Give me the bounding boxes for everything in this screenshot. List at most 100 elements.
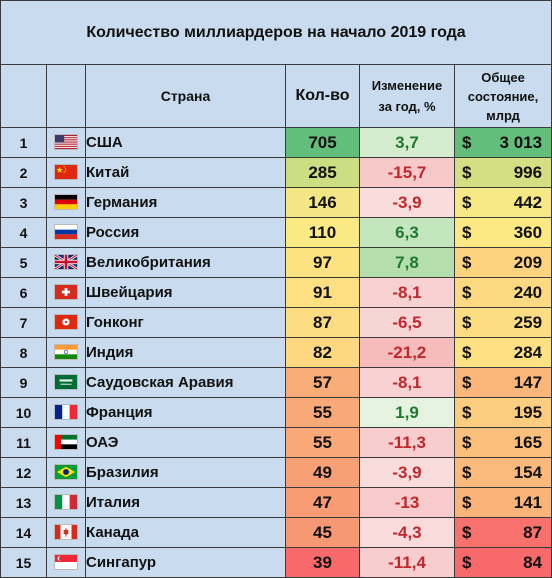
currency-symbol: $ [462,312,472,332]
change-cell: 6,3 [359,217,455,248]
table-row: 11 ОАЭ 55 -11,3 $165 [0,427,552,458]
singapore-flag-icon [54,554,78,571]
country-cell: Франция [85,397,286,428]
brazil-flag-icon [54,464,78,481]
wealth-amount: 442 [513,192,543,212]
header-change-line2: за год, % [378,99,436,114]
count-cell: 57 [285,367,360,398]
wealth-value: $147 [456,372,551,393]
flag-cell [46,547,86,578]
count-cell: 110 [285,217,360,248]
rank-cell: 14 [0,517,47,548]
count-cell: 49 [285,457,360,488]
currency-symbol: $ [462,492,472,512]
wealth-cell: $154 [453,457,552,488]
header-change: Изменение за год, % [359,64,455,128]
flag-cell [46,337,86,368]
flag-cell [46,427,86,458]
flag-cell [46,277,86,308]
header-change-line1: Изменение [371,78,443,93]
change-cell: -15,7 [359,157,455,188]
rank-cell: 6 [0,277,47,308]
wealth-value: $84 [456,552,551,573]
header-country: Страна [85,64,286,128]
wealth-value: $442 [456,192,551,213]
wealth-amount: 154 [513,462,543,482]
header-count: Кол-во [285,64,360,128]
table-row: 9 Саудовская Аравия 57 -8,1 $147 [0,367,552,398]
country-cell: Бразилия [85,457,286,488]
rank-cell: 7 [0,307,47,338]
count-cell: 55 [285,427,360,458]
flag-cell [46,457,86,488]
wealth-cell: $259 [453,307,552,338]
table-row: 15 Сингапур 39 -11,4 $84 [0,547,552,578]
change-cell: -8,1 [359,367,455,398]
currency-symbol: $ [462,372,472,392]
flag-cell [46,397,86,428]
china-flag-icon [54,164,78,181]
wealth-amount: 3 013 [499,132,543,152]
count-cell: 705 [285,127,360,158]
rank-cell: 4 [0,217,47,248]
wealth-cell: $195 [453,397,552,428]
flag-cell [46,307,86,338]
count-cell: 91 [285,277,360,308]
rank-cell: 3 [0,187,47,218]
saudi-flag-icon [54,374,78,391]
change-cell: 1,9 [359,397,455,428]
uk-flag-icon [54,254,78,271]
wealth-value: $996 [456,162,551,183]
wealth-value: $165 [456,433,551,453]
wealth-amount: 141 [513,492,543,512]
header-flag [46,64,86,128]
change-cell: -3,9 [359,457,455,488]
count-cell: 285 [285,157,360,188]
wealth-amount: 87 [523,522,543,542]
currency-symbol: $ [462,162,472,182]
count-cell: 47 [285,487,360,518]
wealth-amount: 209 [513,252,543,272]
table-row: 13 Италия 47 -13 $141 [0,487,552,518]
wealth-amount: 259 [513,312,543,332]
change-cell: -13 [359,487,455,518]
wealth-cell: $240 [453,277,552,308]
wealth-amount: 284 [513,342,543,362]
count-cell: 45 [285,517,360,548]
rank-cell: 1 [0,127,47,158]
switzerland-flag-icon [54,284,78,301]
change-cell: -11,3 [359,427,455,458]
wealth-value: $195 [456,403,551,423]
wealth-value: $240 [456,282,551,303]
table-row: 6 Швейцария 91 -8,1 $240 [0,277,552,308]
table-row: 3 Германия 146 -3,9 $442 [0,187,552,218]
flag-cell [46,487,86,518]
wealth-cell: $3 013 [453,127,552,158]
flag-cell [46,367,86,398]
currency-symbol: $ [462,252,472,272]
table-row: 10 Франция 55 1,9 $195 [0,397,552,428]
rank-cell: 8 [0,337,47,368]
table-row: 4 Россия 110 6,3 $360 [0,217,552,248]
change-cell: -4,3 [359,517,455,548]
country-cell: Великобритания [85,247,286,278]
wealth-amount: 240 [513,282,543,302]
wealth-cell: $442 [453,187,552,218]
country-cell: Китай [85,157,286,188]
header-rank [0,64,47,128]
currency-symbol: $ [462,282,472,302]
russia-flag-icon [54,224,78,241]
india-flag-icon [54,344,78,361]
canada-flag-icon [54,524,78,541]
country-cell: Германия [85,187,286,218]
country-cell: Канада [85,517,286,548]
wealth-amount: 147 [513,372,543,392]
currency-symbol: $ [462,552,472,572]
flag-cell [46,187,86,218]
currency-symbol: $ [462,192,472,212]
wealth-cell: $209 [453,247,552,278]
currency-symbol: $ [462,462,472,482]
wealth-value: $259 [456,312,551,333]
